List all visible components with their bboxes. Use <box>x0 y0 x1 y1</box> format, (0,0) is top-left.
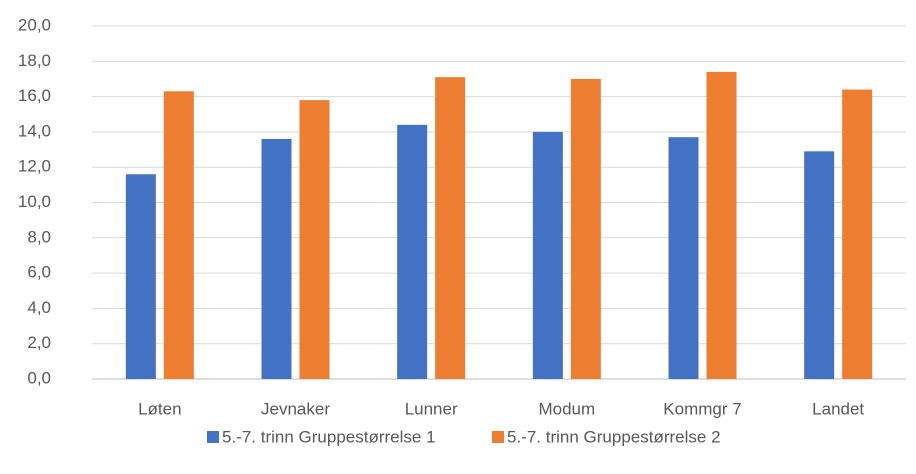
bar <box>668 137 699 379</box>
legend-label: 5.-7. trinn Gruppestørrelse 2 <box>507 427 721 446</box>
bar <box>435 77 466 379</box>
y-tick-label: 12,0 <box>18 157 51 176</box>
x-tick-label: Jevnaker <box>261 399 330 418</box>
y-tick-label: 6,0 <box>27 263 51 282</box>
bar <box>163 91 194 380</box>
y-tick-label: 10,0 <box>18 192 51 211</box>
bar <box>125 174 156 379</box>
bar <box>532 131 563 379</box>
bar <box>804 151 835 379</box>
y-tick-label: 0,0 <box>27 368 51 387</box>
x-tick-label: Kommgr 7 <box>663 399 741 418</box>
x-tick-label: Modum <box>538 399 595 418</box>
y-tick-label: 16,0 <box>18 86 51 105</box>
bar <box>706 71 737 379</box>
y-tick-label: 18,0 <box>18 51 51 70</box>
bar <box>842 89 873 379</box>
y-tick-label: 4,0 <box>27 298 51 317</box>
legend-label: 5.-7. trinn Gruppestørrelse 1 <box>222 427 436 446</box>
y-tick-label: 20,0 <box>18 15 51 34</box>
y-tick-label: 8,0 <box>27 227 51 246</box>
bar <box>299 100 330 379</box>
x-tick-label: Landet <box>812 399 864 418</box>
y-tick-label: 2,0 <box>27 333 51 352</box>
x-tick-label: Lunner <box>405 399 458 418</box>
legend-swatch <box>207 431 219 443</box>
bar <box>397 124 428 379</box>
bar <box>570 78 601 379</box>
bar <box>261 138 292 379</box>
legend-swatch <box>492 431 504 443</box>
y-tick-label: 14,0 <box>18 121 51 140</box>
x-tick-label: Løten <box>138 399 181 418</box>
